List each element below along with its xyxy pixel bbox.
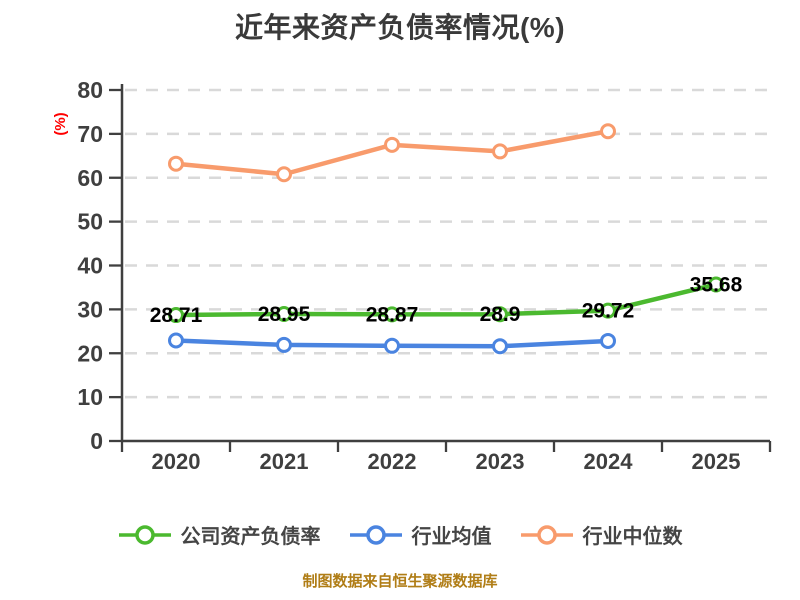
y-tick-label: 50	[77, 209, 103, 235]
data-point-series-2	[600, 123, 616, 140]
legend-marker-industry-median-icon	[520, 524, 573, 545]
legend-marker-industry-mean-icon	[349, 524, 402, 545]
legend-label-industry-median: 行业中位数	[582, 526, 683, 548]
legend-item-industry-median: 行业中位数	[520, 520, 683, 549]
series-line-0	[173, 282, 719, 318]
data-point-series-1	[276, 336, 292, 353]
data-label: 28.71	[150, 304, 203, 327]
legend-label-industry-mean: 行业均值	[411, 526, 492, 548]
data-point-series-0	[384, 306, 400, 323]
data-point-series-1	[168, 332, 184, 349]
x-tick-label: 2025	[692, 449, 741, 474]
y-tick-label: 0	[90, 428, 103, 454]
legend-marker-company-ratio-icon	[118, 524, 171, 545]
data-label: 35.68	[690, 273, 743, 296]
chart-plot-area: 0 10 20 30 40 50 60 70 80 2020 2021 2022 2023 2024 202…	[52, 77, 772, 474]
data-point-series-0	[168, 307, 184, 324]
y-tick-label: 40	[77, 253, 103, 279]
x-tick-label: 2022	[368, 449, 417, 474]
x-tick-label: 2024	[584, 449, 634, 474]
data-point-series-0	[276, 305, 292, 322]
data-point-series-1	[492, 338, 508, 355]
data-point-series-2	[168, 155, 184, 172]
data-point-series-0	[708, 276, 724, 293]
legend-item-industry-mean: 行业均值	[349, 520, 492, 549]
y-tick-label: 20	[77, 340, 103, 366]
data-source-note: 制图数据来自恒生聚源数据库	[302, 573, 498, 590]
legend-item-company-ratio: 公司资产负债率	[118, 520, 321, 549]
y-tick-label: 30	[77, 296, 103, 322]
chart-title: 近年来资产负债率情况(%)	[234, 12, 566, 43]
data-label: 28.95	[258, 303, 311, 326]
x-tick-label: 2023	[476, 449, 525, 474]
legend-label-company-ratio: 公司资产负债率	[180, 526, 321, 548]
y-tick-label: 10	[77, 384, 103, 410]
x-tick-label: 2021	[260, 449, 309, 474]
data-point-series-2	[276, 166, 292, 183]
data-label: 28.87	[366, 303, 419, 326]
data-label: 29.72	[582, 300, 635, 323]
data-point-series-2	[384, 136, 400, 153]
data-label: 28.9	[480, 303, 521, 326]
data-point-series-2	[492, 143, 508, 160]
y-tick-label: 60	[77, 165, 103, 191]
data-point-series-1	[600, 332, 616, 349]
y-axis-label: (%)	[52, 112, 69, 135]
legend: 公司资产负债率 行业均值 行业中位数	[0, 520, 800, 549]
x-tick-label: 2020	[152, 449, 201, 474]
data-point-series-0	[492, 306, 508, 323]
data-point-series-1	[384, 337, 400, 354]
y-tick-label: 70	[77, 121, 103, 147]
y-tick-label: 80	[77, 77, 103, 103]
data-point-series-0	[600, 302, 616, 319]
